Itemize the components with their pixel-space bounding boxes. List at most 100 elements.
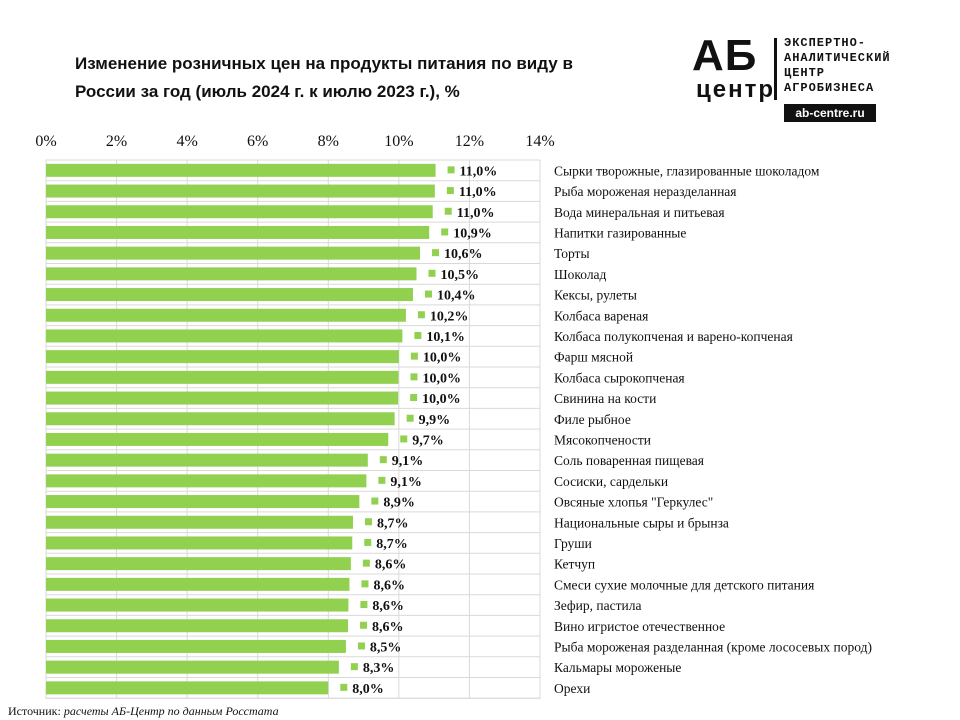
source-label: Источник: xyxy=(8,704,61,718)
data-label: 11,0% xyxy=(457,206,495,221)
bar xyxy=(46,660,339,674)
data-label-marker xyxy=(371,497,379,505)
category-label: Рыба мороженая разделанная (кроме лососе… xyxy=(554,639,872,654)
data-label: 10,4% xyxy=(437,289,476,304)
data-label: 9,9% xyxy=(419,413,451,428)
bar xyxy=(46,225,430,239)
logo-text: ЭКСПЕРТНО- АНАЛИТИЧЕСКИЙ ЦЕНТР АГРОБИЗНЕ… xyxy=(784,36,891,96)
data-label-marker xyxy=(360,601,368,609)
data-label-marker xyxy=(364,538,372,546)
category-label: Колбаса вареная xyxy=(554,308,648,323)
bar xyxy=(46,474,367,488)
data-label: 10,2% xyxy=(430,309,469,324)
logo-line: ЦЕНТР xyxy=(784,66,826,80)
data-label: 8,7% xyxy=(376,537,408,552)
category-label: Овсяные хлопья "Геркулес" xyxy=(554,495,713,510)
data-label: 8,7% xyxy=(377,516,409,531)
data-label-marker xyxy=(446,187,454,195)
data-label: 10,0% xyxy=(422,392,461,407)
company-logo: АБ центр ЭКСПЕРТНО- АНАЛИТИЧЕСКИЙ ЦЕНТР … xyxy=(692,34,932,124)
data-label-marker xyxy=(361,580,369,588)
data-label-marker xyxy=(444,207,452,215)
category-label: Шоколад xyxy=(554,267,607,282)
data-label: 9,7% xyxy=(412,433,444,448)
bar xyxy=(46,681,329,695)
x-tick-label: 2% xyxy=(106,133,127,150)
x-tick-label: 12% xyxy=(455,133,484,150)
x-tick-label: 4% xyxy=(176,133,197,150)
bar xyxy=(46,536,353,550)
category-label: Вино игристое отечественное xyxy=(554,619,725,634)
data-label-marker xyxy=(410,373,418,381)
category-label: Напитки газированные xyxy=(554,225,686,240)
data-label-marker xyxy=(424,290,432,298)
logo-line: ЭКСПЕРТНО- xyxy=(784,36,867,50)
bar xyxy=(46,495,360,509)
x-tick-label: 6% xyxy=(247,133,268,150)
bar xyxy=(46,453,368,467)
category-label: Свинина на кости xyxy=(554,391,656,406)
bar xyxy=(46,350,399,364)
category-label: Кальмары мороженые xyxy=(554,660,681,675)
logo-line: АНАЛИТИЧЕСКИЙ xyxy=(784,51,891,65)
bar xyxy=(46,329,403,343)
category-label: Зефир, пастила xyxy=(554,598,641,613)
data-label-marker xyxy=(432,249,440,257)
category-label: Сырки творожные, глазированные шоколадом xyxy=(554,163,820,178)
data-label-marker xyxy=(340,683,348,691)
logo-mark: АБ xyxy=(692,31,758,80)
logo-mark-sub: центр xyxy=(696,76,776,103)
source-note: Источник: расчеты АБ-Центр по данным Рос… xyxy=(8,704,279,719)
data-label: 11,0% xyxy=(459,185,497,200)
bar xyxy=(46,432,389,446)
data-label-marker xyxy=(406,414,414,422)
data-label: 10,5% xyxy=(441,268,480,283)
category-label: Соль поваренная пищевая xyxy=(554,453,704,468)
data-label: 10,1% xyxy=(426,330,465,345)
x-tick-label: 10% xyxy=(384,133,413,150)
plot-frame xyxy=(45,159,541,699)
bar xyxy=(46,288,413,302)
data-label-marker xyxy=(379,456,387,464)
data-label-marker xyxy=(357,642,365,650)
data-label: 8,6% xyxy=(372,620,404,635)
data-label-marker xyxy=(441,228,449,236)
bar xyxy=(46,308,406,322)
x-tick-label: 0% xyxy=(35,133,56,150)
data-label: 8,6% xyxy=(373,578,405,593)
data-label: 8,0% xyxy=(352,682,384,697)
category-label: Груши xyxy=(554,536,592,551)
data-label-marker xyxy=(360,621,368,629)
bar xyxy=(46,515,353,529)
data-label: 10,0% xyxy=(423,351,462,366)
category-label: Кетчуп xyxy=(554,557,595,572)
data-label: 8,5% xyxy=(370,640,402,655)
bar xyxy=(46,267,417,281)
data-label: 9,1% xyxy=(392,454,424,469)
data-label: 8,6% xyxy=(372,599,404,614)
bar xyxy=(46,184,435,198)
category-label: Рыба мороженая неразделанная xyxy=(554,184,737,199)
bar xyxy=(46,370,399,384)
data-label-marker xyxy=(410,352,418,360)
data-label: 10,6% xyxy=(444,247,483,262)
source-text: расчеты АБ-Центр по данным Росстата xyxy=(63,704,279,718)
logo-divider xyxy=(774,38,777,100)
category-label: Колбаса полукопченая и варено-копченая xyxy=(554,329,793,344)
bar xyxy=(46,412,395,426)
x-tick-label: 14% xyxy=(525,133,554,150)
data-label: 8,3% xyxy=(363,661,395,676)
category-label: Колбаса сырокопченая xyxy=(554,370,685,385)
data-label: 8,9% xyxy=(383,496,415,511)
data-label: 10,0% xyxy=(423,371,462,386)
logo-website[interactable]: ab-centre.ru xyxy=(784,104,876,122)
data-label: 8,6% xyxy=(375,558,407,573)
x-tick-label: 8% xyxy=(318,133,339,150)
bar xyxy=(46,557,351,571)
bar xyxy=(46,391,399,405)
category-label: Национальные сыры и брынза xyxy=(554,515,729,530)
data-label: 11,0% xyxy=(460,164,498,179)
category-label: Торты xyxy=(554,246,590,261)
data-label-marker xyxy=(417,311,425,319)
category-label: Кексы, рулеты xyxy=(554,288,637,303)
